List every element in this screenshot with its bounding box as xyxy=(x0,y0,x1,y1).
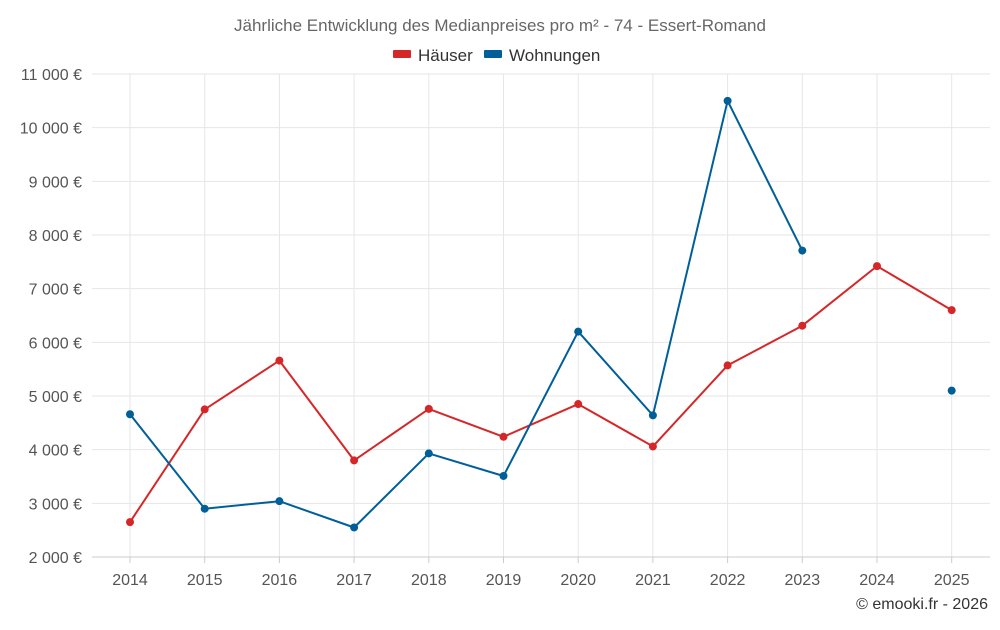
legend-swatch-haeuser xyxy=(393,50,411,58)
x-tick-label: 2022 xyxy=(710,572,746,589)
data-point-haeuser[interactable] xyxy=(648,442,657,451)
data-point-haeuser[interactable] xyxy=(350,456,359,465)
legend: Häuser Wohnungen xyxy=(393,46,600,65)
data-point-haeuser[interactable] xyxy=(275,356,284,365)
data-point-haeuser[interactable] xyxy=(798,321,807,330)
x-tick-label: 2024 xyxy=(859,572,895,589)
data-point-wohnungen[interactable] xyxy=(200,504,209,513)
data-point-wohnungen[interactable] xyxy=(574,327,583,336)
series-line-wohnungen xyxy=(129,99,804,529)
data-point-wohnungen[interactable] xyxy=(275,497,284,506)
x-tick-label: 2017 xyxy=(336,572,372,589)
legend-swatch-wohnungen xyxy=(484,50,502,58)
y-tick-label: 3 000 € xyxy=(29,496,82,513)
data-point-wohnungen[interactable] xyxy=(424,449,433,458)
data-point-haeuser[interactable] xyxy=(947,306,956,315)
grid xyxy=(92,73,990,557)
credit-text: © emooki.fr - 2026 xyxy=(856,596,988,613)
series-line-haeuser xyxy=(129,265,953,523)
y-tick-label: 8 000 € xyxy=(29,228,82,245)
x-tick-label: 2018 xyxy=(411,572,447,589)
data-point-wohnungen[interactable] xyxy=(126,410,134,419)
data-point-haeuser[interactable] xyxy=(499,432,508,441)
y-tick-label: 10 000 € xyxy=(20,121,82,138)
x-tick-label: 2019 xyxy=(486,572,522,589)
data-point-haeuser[interactable] xyxy=(200,405,209,414)
series xyxy=(126,96,956,532)
x-tick-label: 2014 xyxy=(112,572,148,589)
data-point-wohnungen[interactable] xyxy=(798,246,807,255)
axes: 2 000 € 3 000 € 4 000 € 5 000 € 6 000 € 7 000… xyxy=(20,67,990,589)
x-tick-label: 2021 xyxy=(635,572,671,589)
x-tick-label: 2023 xyxy=(785,572,821,589)
y-tick-label: 11 000 € xyxy=(21,67,82,84)
series-haeuser xyxy=(126,262,956,527)
legend-item-wohnungen[interactable]: Wohnungen xyxy=(484,46,600,65)
chart-title: Jährliche Entwicklung des Medianpreises … xyxy=(234,16,766,35)
data-point-haeuser[interactable] xyxy=(723,361,732,370)
data-point-wohnungen[interactable] xyxy=(648,411,657,420)
data-point-haeuser[interactable] xyxy=(424,404,433,413)
y-tick-label: 5 000 € xyxy=(29,389,82,406)
legend-label-haeuser: Häuser xyxy=(418,46,473,65)
x-tick-label: 2016 xyxy=(262,572,298,589)
series-wohnungen xyxy=(126,96,956,532)
data-point-wohnungen[interactable] xyxy=(947,386,956,395)
y-tick-label: 2 000 € xyxy=(29,550,82,567)
y-tick-label: 4 000 € xyxy=(29,443,82,460)
data-point-haeuser[interactable] xyxy=(873,262,881,271)
x-tick-label: 2020 xyxy=(560,572,596,589)
y-tick-label: 9 000 € xyxy=(29,174,82,191)
data-point-haeuser[interactable] xyxy=(126,518,134,527)
y-tick-label: 6 000 € xyxy=(29,335,82,352)
data-point-wohnungen[interactable] xyxy=(723,96,732,105)
y-tick-label: 7 000 € xyxy=(29,282,82,299)
x-tick-label: 2025 xyxy=(934,572,970,589)
data-point-wohnungen[interactable] xyxy=(350,523,359,532)
data-point-haeuser[interactable] xyxy=(574,400,583,409)
legend-label-wohnungen: Wohnungen xyxy=(509,46,600,65)
x-tick-label: 2015 xyxy=(187,572,223,589)
data-point-wohnungen[interactable] xyxy=(499,471,508,480)
legend-item-haeuser[interactable]: Häuser xyxy=(393,46,473,65)
